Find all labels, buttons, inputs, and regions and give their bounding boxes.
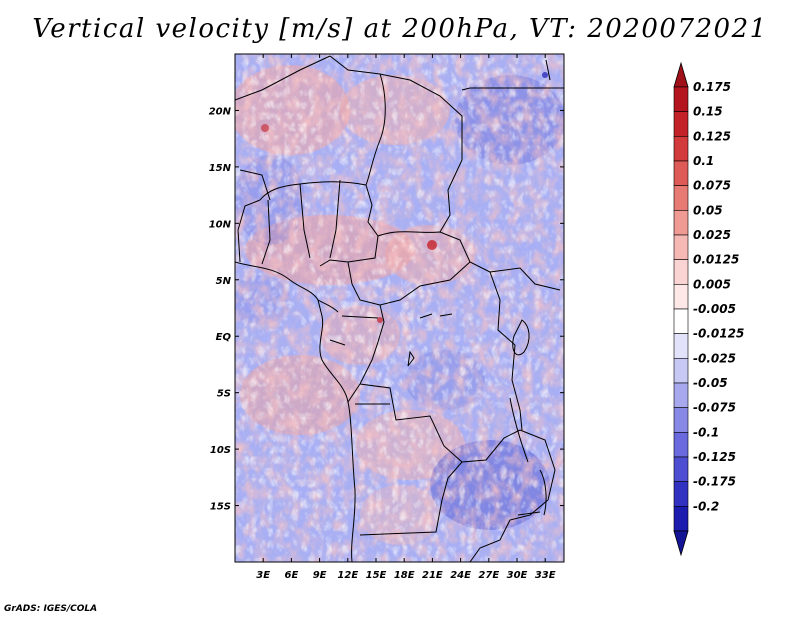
vertical-velocity-field	[235, 54, 564, 562]
axis-ticks	[235, 54, 564, 562]
colorbar-label: -0.0125	[693, 327, 744, 341]
colorbar-label: 0.005	[693, 277, 731, 291]
x-tick-label: 9E	[313, 570, 327, 581]
colorbar-label: -0.125	[693, 450, 736, 464]
colorbar-label: 0.025	[693, 228, 731, 242]
x-tick-label: 18E	[394, 570, 415, 581]
colorbar-label: 0.175	[693, 80, 731, 94]
colorbar-swatch	[673, 308, 689, 334]
colorbar-label: 0.05	[693, 203, 723, 217]
colorbar-swatch	[673, 432, 689, 458]
y-tick-label: 20N	[209, 106, 232, 117]
colorbar-swatch	[673, 358, 689, 384]
colorbar-label: 0.075	[693, 179, 731, 193]
x-tick-label: 27E	[478, 570, 499, 581]
x-tick-label: 24E	[450, 570, 471, 581]
y-tick-label: 15S	[210, 502, 231, 513]
colorbar-swatch	[673, 456, 689, 482]
x-tick-label: 6E	[285, 570, 299, 581]
colorbar-swatch	[673, 136, 689, 162]
colorbar-swatch	[673, 506, 689, 532]
x-tick-label: 33E	[535, 570, 556, 581]
colorbar: 0.175 0.15 0.125 0.1 0.075 0.05 0.025 0.0125 0.0…	[673, 61, 744, 557]
y-tick-label: 5N	[216, 276, 232, 287]
colorbar-label: -0.05	[693, 376, 728, 390]
colorbar-label: 0.1	[693, 154, 714, 168]
colorbar-label: 0.125	[693, 129, 731, 143]
map-frame	[234, 53, 565, 563]
x-tick-label: 15E	[366, 570, 387, 581]
x-tick-label: 30E	[507, 570, 528, 581]
colorbar-swatch	[673, 86, 689, 112]
colorbar-swatch	[673, 407, 689, 433]
y-tick-label: 10N	[209, 219, 232, 230]
colorbar-swatch	[673, 234, 689, 260]
y-tick-label: EQ	[216, 332, 232, 343]
colorbar-label: -0.025	[693, 351, 736, 365]
map-title: Vertical velocity [m/s] at 200hPa, VT: 2…	[32, 14, 768, 44]
colorbar-bottom-arrow	[673, 530, 689, 557]
colorbar-label: -0.175	[693, 475, 736, 489]
colorbar-swatch	[673, 210, 689, 236]
colorbar-label: -0.2	[693, 499, 719, 513]
country-boundaries	[235, 55, 564, 562]
colorbar-label: -0.005	[693, 302, 736, 316]
x-tick-label: 3E	[256, 570, 270, 581]
y-tick-label: 5S	[217, 389, 231, 400]
y-tick-label: 10S	[210, 445, 231, 456]
colorbar-swatch	[673, 185, 689, 211]
colorbar-label: -0.075	[693, 401, 736, 415]
colorbar-label: -0.1	[693, 425, 719, 439]
colorbar-swatch	[673, 259, 689, 285]
longitude-labels: 3E 6E 9E 12E 15E 18E 21E 24E 27E 30E 33E	[256, 570, 555, 581]
colorbar-swatch	[673, 111, 689, 137]
y-tick-label: 15N	[209, 163, 232, 174]
credit-text: GrADS: IGES/COLA	[4, 604, 98, 614]
colorbar-label: 0.0125	[693, 253, 739, 267]
colorbar-top-arrow	[673, 61, 689, 88]
colorbar-swatch	[673, 382, 689, 408]
latitude-labels: 20N 15N 10N 5N EQ 5S 10S 15S	[209, 106, 232, 512]
colorbar-label: 0.15	[693, 105, 723, 119]
colorbar-swatch	[673, 284, 689, 310]
colorbar-swatch	[673, 160, 689, 186]
colorbar-swatch	[673, 481, 689, 507]
colorbar-swatch	[673, 333, 689, 359]
x-tick-label: 12E	[337, 570, 358, 581]
x-tick-label: 21E	[422, 570, 443, 581]
